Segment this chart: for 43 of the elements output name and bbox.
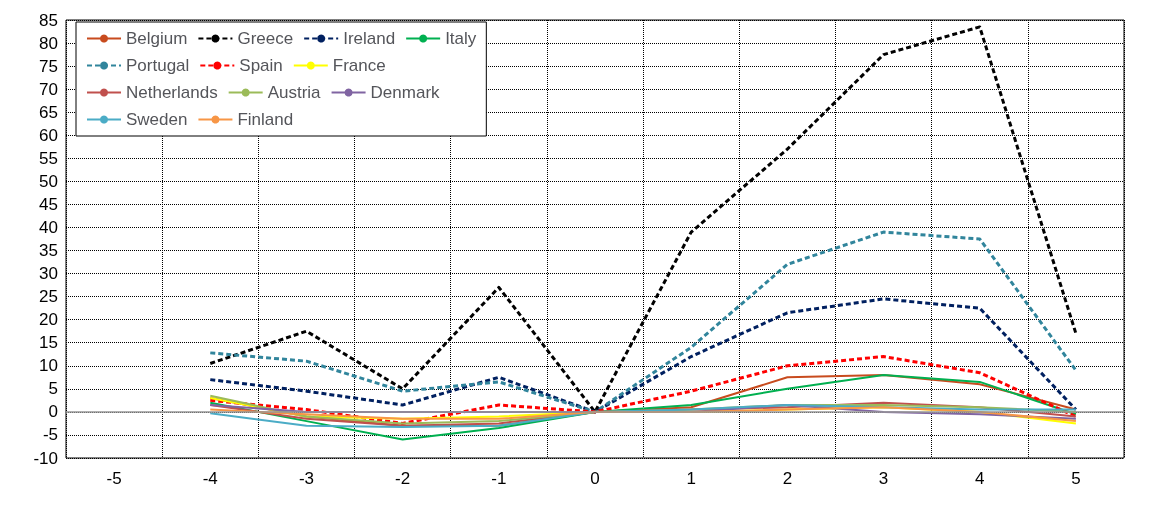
legend-label: Denmark <box>370 83 441 102</box>
y-tick-label: 35 <box>39 241 58 261</box>
x-tick-label: 1 <box>686 469 696 488</box>
legend-label: Spain <box>239 56 283 75</box>
x-tick-label: -1 <box>491 469 507 488</box>
x-tick-label: -5 <box>106 469 122 488</box>
x-tick-label: 5 <box>1071 469 1081 488</box>
y-tick-label: 60 <box>39 125 58 145</box>
y-tick-label: 0 <box>48 402 58 422</box>
y-tick-label: 45 <box>39 194 58 214</box>
legend-label: Finland <box>237 110 294 129</box>
y-tick-label: 30 <box>39 264 58 284</box>
y-tick-label: 80 <box>39 33 58 53</box>
x-tick-label: 2 <box>782 469 793 488</box>
y-tick-label: 65 <box>39 102 58 122</box>
y-tick-label: 25 <box>39 287 58 307</box>
y-tick-label: -10 <box>33 448 58 468</box>
legend-label: Belgium <box>126 29 188 48</box>
x-tick-label: -4 <box>202 469 218 488</box>
y-tick-label: -5 <box>42 425 58 445</box>
legend-label: France <box>332 56 386 75</box>
y-tick-label: 85 <box>39 10 58 30</box>
y-tick-label: 40 <box>39 217 58 237</box>
y-tick-label: 55 <box>39 148 58 168</box>
y-tick-label: 70 <box>39 79 58 99</box>
y-tick-label: 10 <box>39 356 58 376</box>
y-tick-label: 20 <box>39 310 58 330</box>
legend-label: Netherlands <box>126 83 218 102</box>
legend-label: Greece <box>237 29 294 48</box>
y-tick-label: 5 <box>48 379 58 399</box>
legend-label: Sweden <box>126 110 188 129</box>
legend-label: Austria <box>267 83 322 102</box>
x-tick-label: 4 <box>974 469 985 488</box>
legend-label: Portugal <box>126 56 190 75</box>
legend-label: Italy <box>445 29 477 48</box>
legend-label: Ireland <box>343 29 396 48</box>
y-tick-label: 75 <box>39 56 58 76</box>
x-tick-label: 3 <box>878 469 889 488</box>
x-tick-label: -3 <box>298 469 315 488</box>
x-tick-label: 0 <box>590 469 600 488</box>
y-tick-label: 50 <box>39 171 58 191</box>
y-tick-label: 15 <box>39 333 58 353</box>
x-tick-label: -2 <box>395 469 411 488</box>
